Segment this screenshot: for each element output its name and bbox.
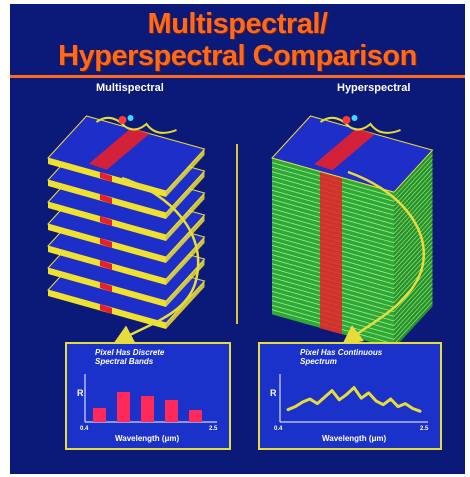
multispectral-x-end: 2.5 — [209, 426, 218, 432]
hyperspectral-layer-line — [393, 246, 433, 290]
multispectral-layer-band — [100, 216, 112, 226]
spectral-band-bar — [189, 410, 202, 422]
map-cyan-feature — [351, 115, 358, 121]
hyperspectral-layer-line — [393, 228, 433, 271]
layer-top-face — [47, 115, 206, 192]
hyperspectral-layer-line — [393, 301, 433, 345]
hyperspectral-y-axis-label: R — [270, 388, 277, 398]
multispectral-label: Multispectral — [96, 82, 164, 94]
multispectral-stack — [47, 115, 206, 330]
comparison-poster: Multispectral/ Hyperspectral Comparison … — [10, 4, 465, 474]
hyperspectral-layer-line — [393, 172, 433, 216]
hyperspectral-layer-line — [393, 163, 433, 207]
title-line-1: Multispectral/ — [147, 8, 328, 40]
hyperspectral-layer-line — [393, 274, 433, 317]
column-divider — [236, 144, 238, 324]
hyperspectral-layer-line — [393, 177, 433, 221]
hyperspectral-layer-line — [393, 260, 433, 303]
hyperspectral-stack — [271, 115, 434, 349]
map-river-band — [88, 127, 150, 170]
hyperspectral-layer-line — [393, 269, 433, 313]
hyperspectral-layer-line — [393, 283, 433, 326]
hyperspectral-layer-line — [393, 191, 433, 234]
title-line-2: Hyperspectral Comparison — [58, 40, 417, 72]
multispectral-bar-chart — [84, 374, 217, 423]
spectral-band-bar — [165, 400, 178, 422]
title-divider — [10, 75, 465, 78]
map-cyan-feature — [127, 115, 134, 121]
hyperspectral-caption-line-1: Pixel Has Continuous — [300, 348, 383, 357]
layer-top-face — [271, 115, 434, 193]
hyperspectral-layer-line — [393, 287, 433, 331]
layer-side-edge — [166, 149, 205, 198]
hyperspectral-layer-line — [393, 232, 433, 276]
hyperspectral-layer-line — [393, 159, 433, 202]
map-red-feature — [118, 116, 127, 124]
spectral-band-bar — [141, 396, 154, 422]
hyperspectral-layer-line — [393, 209, 433, 253]
hyperspectral-spectrum-chart — [279, 374, 428, 423]
hyperspectral-top-layer — [271, 115, 434, 193]
multispectral-x-label: Wavelength (μm) — [115, 434, 180, 443]
hyperspectral-layer-line — [393, 223, 433, 267]
hyperspectral-layer-line — [393, 297, 433, 340]
multispectral-layer-band — [100, 260, 112, 270]
hyperspectral-layer-line — [393, 218, 433, 262]
hyperspectral-layer-line — [393, 278, 433, 322]
hyperspectral-spectrum-curve — [286, 386, 422, 413]
diagram-art — [47, 115, 434, 349]
hyperspectral-panel: Pixel Has Continuous Spectrum R 0.4 2.5 … — [258, 342, 442, 450]
spectral-band-bar — [93, 408, 106, 422]
map-river-band — [314, 128, 375, 171]
hyperspectral-layer-line — [393, 292, 433, 336]
hyperspectral-layer-line — [393, 251, 433, 294]
hyperspectral-layer-line — [393, 241, 433, 285]
hyperspectral-red-band — [320, 172, 342, 335]
layer-side-edge — [166, 215, 205, 264]
layer-side-edge — [166, 237, 205, 286]
multispectral-x-start: 0.4 — [80, 426, 89, 432]
hyperspectral-x-label: Wavelength (μm) — [322, 434, 387, 443]
multispectral-bars — [93, 392, 202, 422]
multispectral-caption: Pixel Has Discrete Spectral Bands — [95, 348, 215, 366]
hyperspectral-layer-line — [393, 205, 433, 248]
multispectral-layer-band — [100, 172, 112, 182]
multispectral-layer-band — [100, 282, 112, 292]
hyperspectral-caption-line-2: Spectrum — [300, 357, 337, 366]
map-coastline — [319, 116, 401, 134]
multispectral-arrow — [113, 176, 200, 344]
hyperspectral-caption: Pixel Has Continuous Spectrum — [300, 348, 420, 366]
hyperspectral-x-start: 0.4 — [274, 426, 283, 432]
multispectral-layer-band — [100, 238, 112, 248]
hyperspectral-layer-line — [393, 182, 433, 225]
spectral-band-bar — [117, 392, 130, 422]
hyperspectral-label: Hyperspectral — [337, 82, 411, 94]
layer-side-edge — [166, 171, 205, 220]
hyperspectral-layer-line — [393, 186, 433, 230]
layer-side-edge — [166, 281, 205, 330]
multispectral-caption-line-2: Spectral Bands — [95, 357, 154, 366]
hyperspectral-layer-line — [393, 195, 433, 239]
map-coastline — [95, 116, 177, 134]
multispectral-caption-line-1: Pixel Has Discrete — [95, 348, 165, 357]
layer-side-edge — [166, 193, 205, 242]
multispectral-layer-band — [100, 194, 112, 204]
map-red-feature — [342, 116, 351, 124]
hyperspectral-layer-line — [393, 154, 433, 198]
multispectral-panel: Pixel Has Discrete Spectral Bands R 0.4 … — [65, 342, 231, 450]
hyperspectral-layer-line — [393, 214, 433, 257]
hyperspectral-x-end: 2.5 — [420, 426, 429, 432]
hyperspectral-layer-line — [393, 237, 433, 280]
hyperspectral-arrow — [341, 170, 425, 345]
multispectral-layer-band — [100, 304, 112, 314]
multispectral-y-axis-label: R — [77, 388, 84, 398]
hyperspectral-layer-line — [393, 255, 433, 299]
layer-side-edge — [166, 259, 205, 308]
